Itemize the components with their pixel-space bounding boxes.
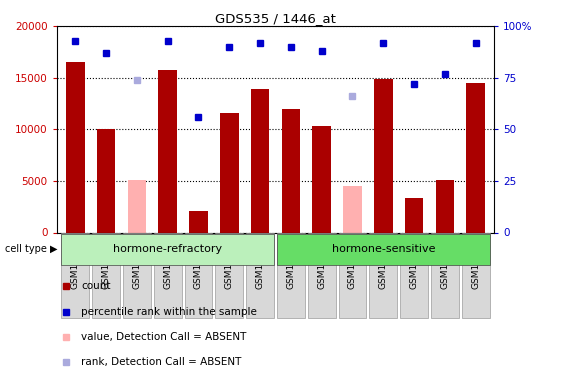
Bar: [189, 211, 208, 232]
Text: GSM13068: GSM13068: [317, 239, 326, 289]
FancyBboxPatch shape: [185, 233, 212, 318]
Bar: [97, 129, 115, 232]
Text: GSM13066: GSM13066: [286, 239, 295, 289]
Text: cell type ▶: cell type ▶: [5, 244, 57, 254]
Text: GSM13075: GSM13075: [410, 239, 419, 289]
Text: GSM13074: GSM13074: [194, 239, 203, 288]
Bar: [374, 79, 392, 232]
Bar: [66, 62, 85, 232]
Text: GSM13067: GSM13067: [102, 239, 111, 289]
Text: value, Detection Call = ABSENT: value, Detection Call = ABSENT: [81, 332, 247, 342]
Bar: [158, 70, 177, 232]
FancyBboxPatch shape: [308, 233, 336, 318]
Text: GSM13076: GSM13076: [225, 239, 234, 289]
Bar: [436, 180, 454, 232]
Bar: [282, 109, 300, 232]
FancyBboxPatch shape: [277, 234, 490, 265]
FancyBboxPatch shape: [462, 233, 490, 318]
FancyBboxPatch shape: [215, 233, 243, 318]
Bar: [343, 186, 362, 232]
FancyBboxPatch shape: [369, 233, 397, 318]
Text: GSM13079: GSM13079: [471, 239, 480, 289]
FancyBboxPatch shape: [61, 234, 274, 265]
Text: hormone-refractory: hormone-refractory: [113, 244, 222, 254]
FancyBboxPatch shape: [246, 233, 274, 318]
Text: GSM13072: GSM13072: [163, 239, 172, 288]
Text: GSM13069: GSM13069: [132, 239, 141, 289]
Text: percentile rank within the sample: percentile rank within the sample: [81, 307, 257, 317]
Bar: [128, 180, 146, 232]
Title: GDS535 / 1446_at: GDS535 / 1446_at: [215, 12, 336, 25]
FancyBboxPatch shape: [431, 233, 459, 318]
Text: GSM13070: GSM13070: [348, 239, 357, 289]
Bar: [220, 113, 239, 232]
FancyBboxPatch shape: [92, 233, 120, 318]
FancyBboxPatch shape: [154, 233, 182, 318]
Text: hormone-sensitive: hormone-sensitive: [332, 244, 435, 254]
Bar: [405, 198, 423, 232]
FancyBboxPatch shape: [400, 233, 428, 318]
FancyBboxPatch shape: [123, 233, 151, 318]
Text: rank, Detection Call = ABSENT: rank, Detection Call = ABSENT: [81, 357, 241, 368]
Text: GSM13065: GSM13065: [71, 239, 80, 289]
FancyBboxPatch shape: [277, 233, 305, 318]
Text: GSM13078: GSM13078: [256, 239, 265, 289]
FancyBboxPatch shape: [61, 233, 89, 318]
FancyBboxPatch shape: [339, 233, 366, 318]
Text: count: count: [81, 281, 111, 291]
Bar: [466, 83, 485, 232]
Bar: [251, 89, 269, 232]
Text: GSM13077: GSM13077: [440, 239, 449, 289]
Text: GSM13073: GSM13073: [379, 239, 388, 289]
Bar: [312, 126, 331, 232]
